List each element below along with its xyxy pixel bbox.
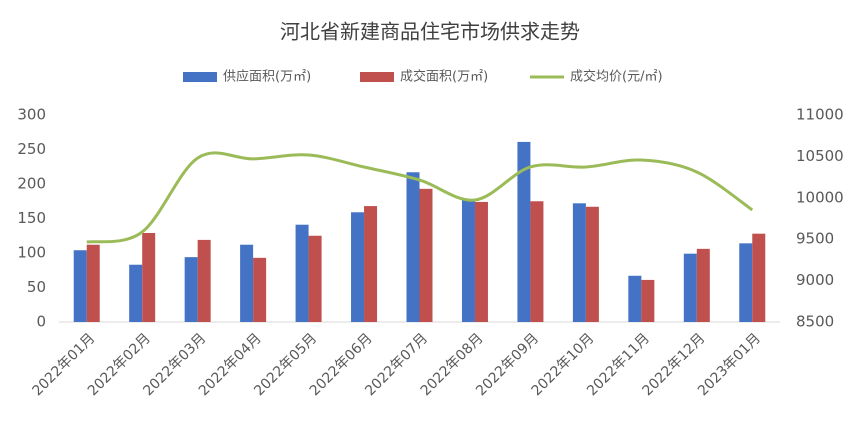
line: [86, 151, 754, 244]
bar: [142, 232, 156, 322]
bar: [572, 203, 586, 322]
bar: [73, 250, 87, 322]
bar: [696, 248, 710, 322]
y2-tick-label: 10000: [796, 188, 844, 206]
y2-tick-label: 10500: [796, 147, 844, 165]
y2-tick-label: 8500: [796, 313, 834, 331]
bar: [253, 257, 267, 322]
bar: [739, 243, 753, 322]
bar: [406, 172, 420, 322]
y-tick-label: 0: [36, 313, 46, 331]
bar: [240, 244, 254, 322]
legend-swatch: [360, 72, 394, 82]
y-tick-label: 150: [17, 209, 46, 227]
y-tick-label: 100: [17, 244, 46, 262]
bar: [683, 253, 697, 322]
bar: [197, 239, 211, 322]
y-tick-label: 250: [17, 140, 46, 158]
bar: [308, 235, 322, 322]
legend-label: 成交均价(元/㎡): [570, 69, 663, 85]
bar: [585, 206, 599, 322]
bar: [628, 275, 642, 322]
legend-label: 供应面积(万㎡): [223, 69, 311, 85]
bar: [461, 199, 475, 322]
bar: [530, 201, 544, 322]
bar: [419, 188, 433, 322]
bar: [641, 279, 655, 322]
y2-tick-label: 9000: [796, 271, 834, 289]
y2-tick-label: 9500: [796, 230, 834, 248]
bar: [351, 212, 365, 322]
bar: [129, 264, 143, 322]
bar: [474, 201, 488, 322]
bar: [295, 224, 309, 322]
bar: [184, 257, 198, 322]
legend-swatch: [183, 72, 217, 82]
y2-tick-label: 11000: [796, 106, 844, 124]
bar: [364, 206, 378, 322]
bar: [86, 244, 100, 322]
y-tick-label: 300: [17, 106, 46, 124]
bar: [517, 141, 531, 322]
y-tick-label: 200: [17, 175, 46, 193]
bar: [752, 233, 766, 322]
y-tick-label: 50: [27, 278, 46, 296]
legend-label: 成交面积(万㎡): [400, 69, 488, 85]
chart-title: 河北省新建商品住宅市场供求走势: [280, 20, 580, 44]
